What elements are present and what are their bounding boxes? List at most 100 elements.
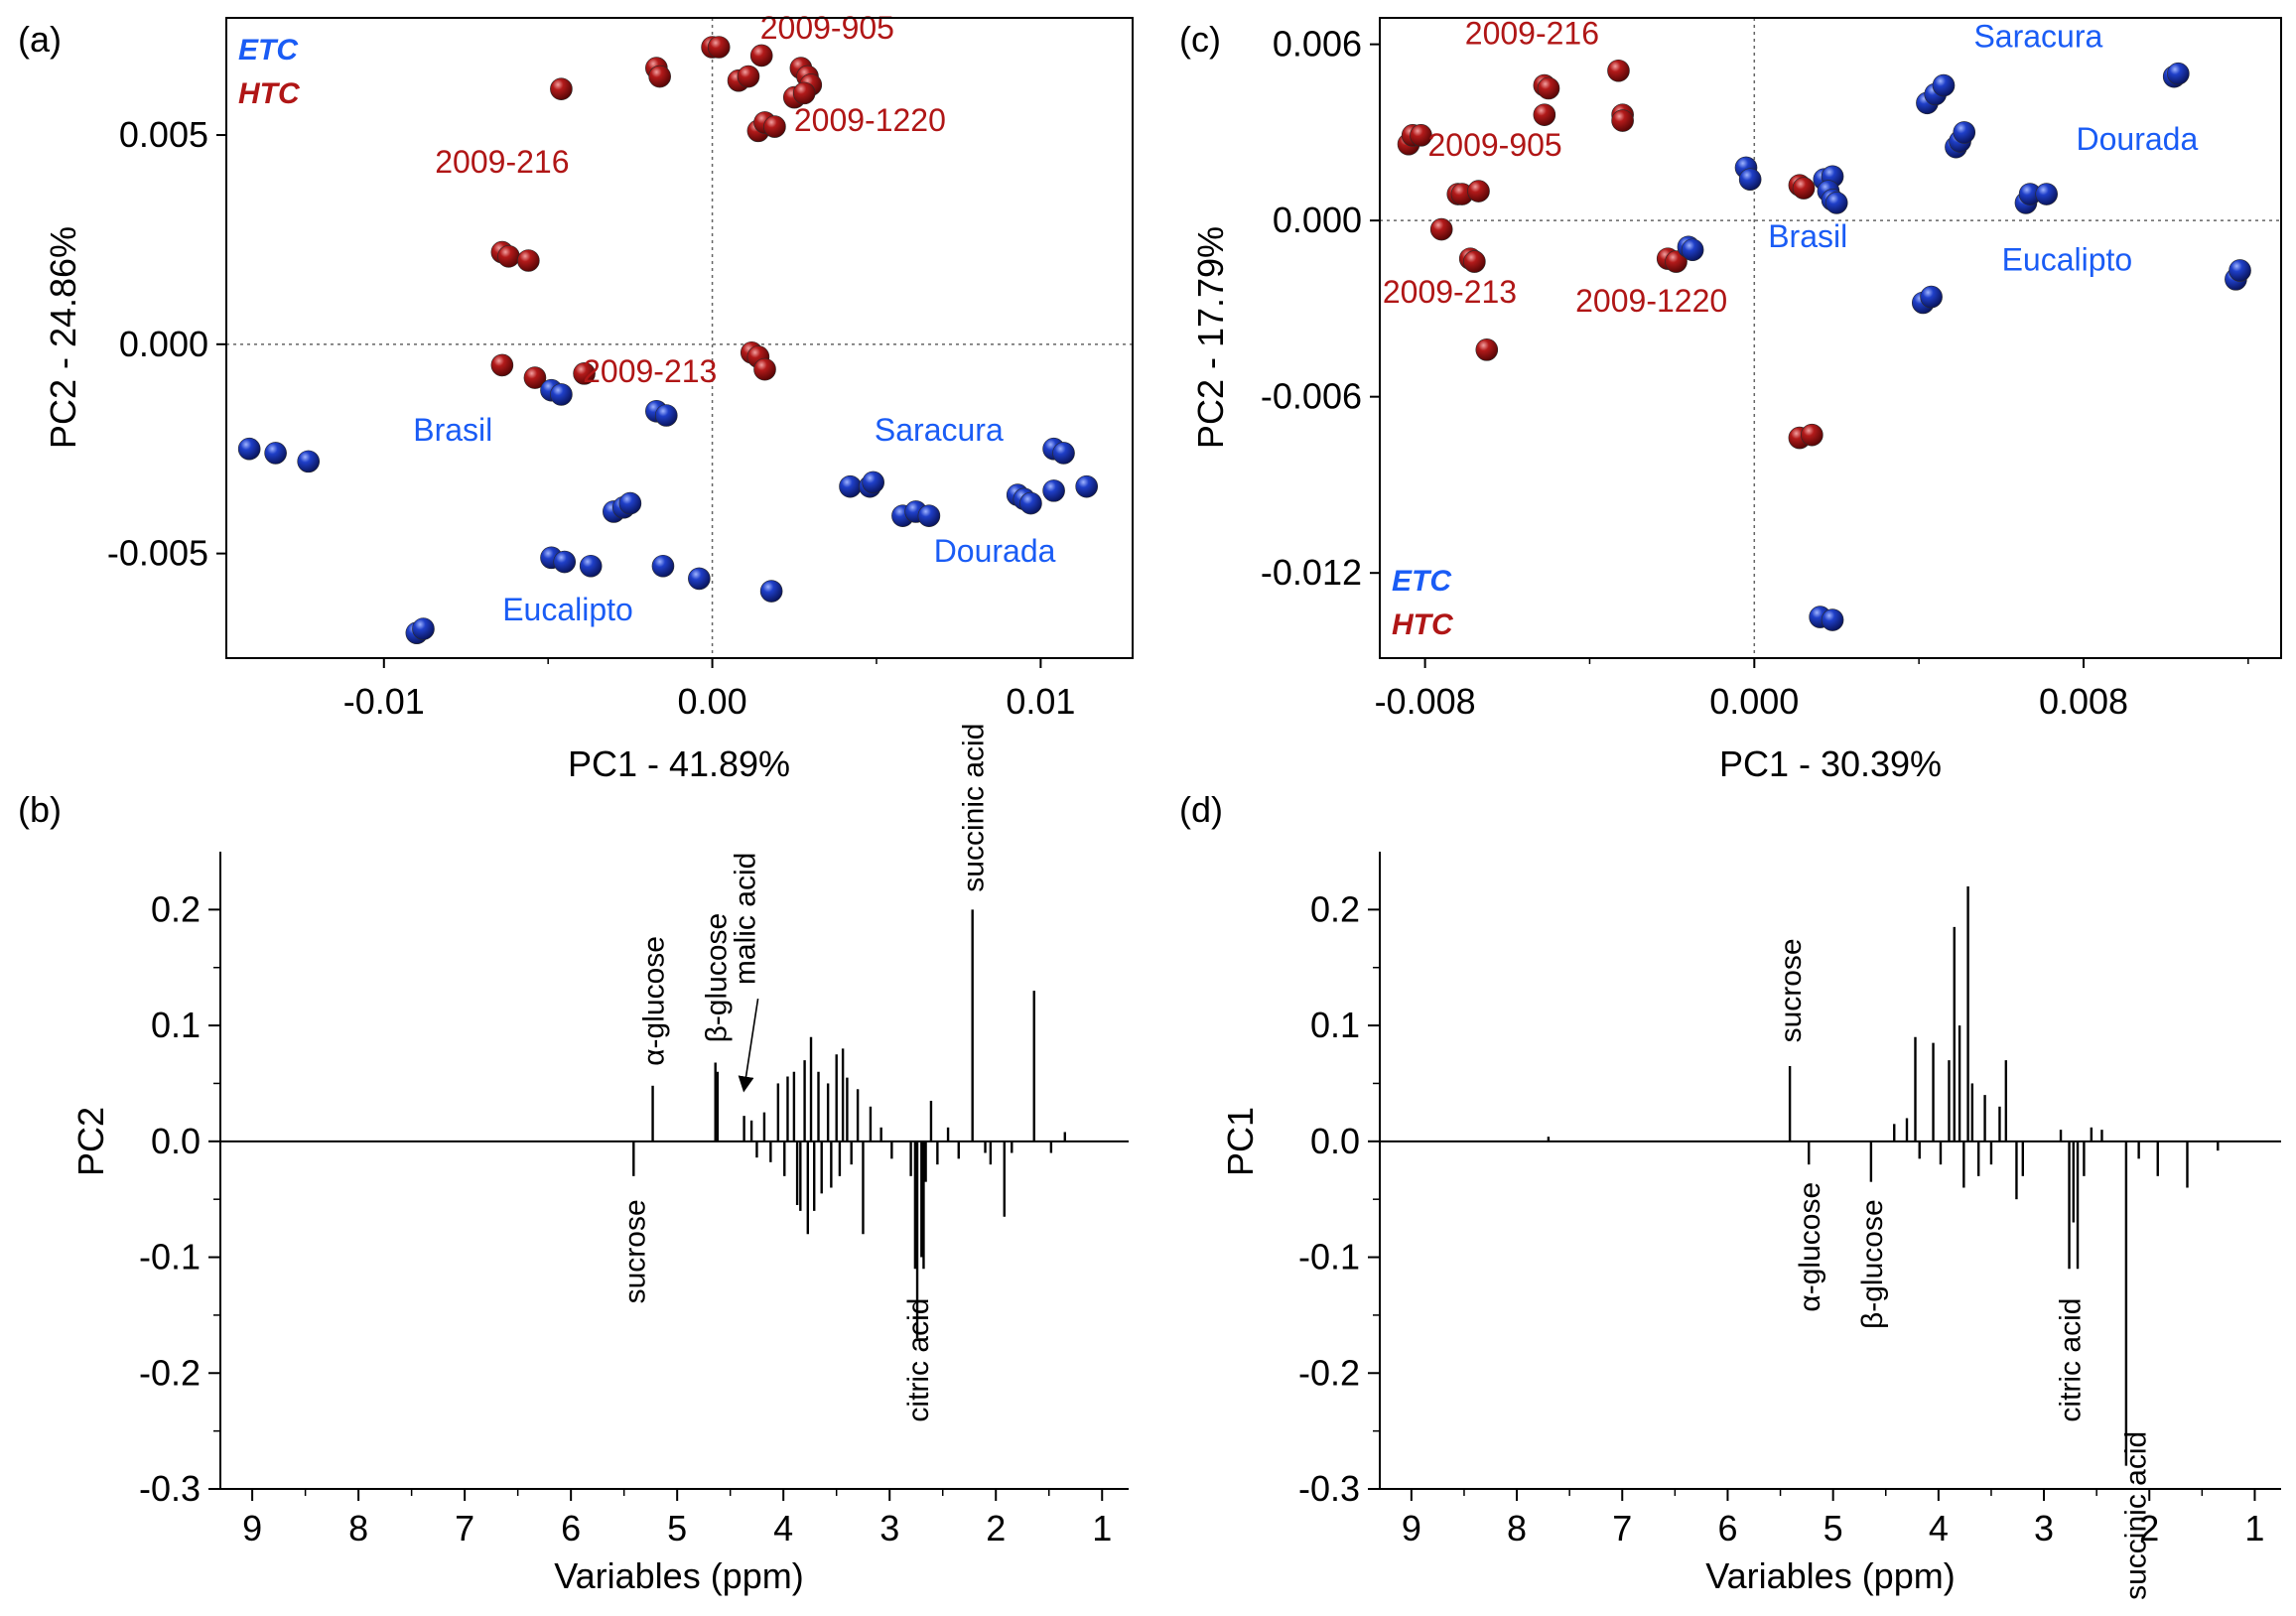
point-etc	[2167, 62, 2190, 85]
point-htc	[749, 44, 773, 67]
x-tick-label: 7	[1612, 1508, 1632, 1549]
y-axis-title-a: PC2 - 24.86%	[43, 226, 83, 449]
point-etc	[759, 580, 783, 603]
y-tick-label: 0.2	[151, 888, 201, 929]
series-etc	[1677, 62, 2251, 631]
series-htc	[1397, 59, 1823, 450]
x-tick-label: 8	[348, 1508, 368, 1549]
legend-htc: HTC	[1392, 608, 1454, 641]
point-etc	[553, 550, 577, 574]
x-tick-label: 8	[1507, 1508, 1527, 1549]
group-label: 2009-905	[760, 10, 894, 46]
point-etc	[1821, 608, 1844, 631]
y-axis-title-b: PC2	[70, 1107, 111, 1176]
point-htc	[1463, 250, 1486, 273]
x-tick-label: 5	[667, 1508, 687, 1549]
legend-etc: ETC	[238, 34, 299, 67]
x-tick-label: 9	[242, 1508, 262, 1549]
point-etc	[1824, 192, 1848, 214]
peak-label: succinic acid	[2119, 1431, 2152, 1600]
point-htc	[1467, 180, 1490, 202]
plot-frame-c	[1379, 17, 2282, 659]
panel-label-d: (d)	[1179, 789, 1223, 830]
group-label: Brasil	[1768, 218, 1847, 254]
legend-etc: ETC	[1392, 565, 1452, 598]
point-htc	[490, 353, 514, 377]
point-etc	[264, 442, 287, 465]
point-etc	[2035, 183, 2058, 205]
point-etc	[651, 554, 675, 578]
x-tick-label: 4	[1929, 1508, 1949, 1549]
point-htc	[497, 244, 520, 268]
y-tick-label: -0.3	[1298, 1468, 1360, 1509]
y-tick-label: -0.2	[139, 1352, 201, 1393]
x-tick-label: 1	[2244, 1508, 2264, 1549]
y-tick-label: 0.1	[1310, 1005, 1360, 1045]
y-tick-label: 0.2	[1310, 888, 1360, 929]
panel-d-loadings: (d) 9 8 7 6 5 4 3 2 1 0.2 0.1 0.0 -0.1 -0.2 -0.3 sucros…	[1179, 789, 2281, 1600]
peak-label: β-glucose	[1856, 1199, 1889, 1329]
y-tick-label: 0.000	[119, 324, 208, 364]
point-htc	[550, 77, 573, 100]
point-etc	[237, 437, 261, 461]
y-tick-label: -0.005	[107, 533, 208, 574]
x-tick-label: 1	[1092, 1508, 1112, 1549]
point-htc	[573, 362, 596, 385]
x-tick-label: 6	[561, 1508, 581, 1549]
group-label: 2009-213	[1383, 274, 1517, 310]
x-tick-label: 0.008	[2039, 681, 2128, 722]
y-tick-label: -0.1	[139, 1237, 201, 1278]
peak-label: sucrose	[618, 1199, 651, 1303]
x-tick-label: 3	[2034, 1508, 2054, 1549]
series-htc	[490, 36, 823, 389]
panel-label-c: (c)	[1179, 19, 1221, 60]
y-tick-label: 0.1	[151, 1005, 201, 1045]
group-label: Brasil	[413, 412, 492, 448]
point-htc	[523, 366, 547, 389]
point-etc	[297, 450, 320, 473]
spectrum-peaks	[632, 909, 1066, 1339]
point-etc	[1052, 442, 1075, 465]
point-htc	[1533, 103, 1556, 126]
x-tick-label: 4	[773, 1508, 793, 1549]
group-label: 2009-905	[1427, 127, 1561, 163]
panel-label-a: (a)	[18, 19, 62, 60]
x-tick-label: 0.000	[1709, 681, 1799, 722]
group-label: Dourada	[934, 533, 1056, 569]
x-tick-label: -0.008	[1375, 681, 1476, 722]
point-etc	[1920, 285, 1943, 309]
x-axis-title-a: PC1 - 41.89%	[568, 743, 790, 784]
peak-label: succinic acid	[958, 724, 991, 892]
point-htc	[1429, 217, 1453, 241]
point-etc	[1042, 479, 1065, 502]
panel-c-scatter: (c) -0.008 0.000 0.0080.0060.000-0.006-0.0…	[1179, 16, 2282, 784]
plot-area-d: 9 8 7 6 5 4 3 2 1 0.2 0.1 0.0 -0.1 -0.2 -0.3 sucrose α-g…	[1298, 852, 2281, 1600]
point-etc	[1681, 238, 1704, 262]
peak-label: citric acid	[2055, 1298, 2088, 1422]
point-etc	[917, 504, 941, 527]
x-tick-label: 2	[986, 1508, 1006, 1549]
point-htc	[792, 81, 816, 105]
legend-htc: HTC	[238, 77, 301, 110]
x-tick-label: 6	[1717, 1508, 1737, 1549]
point-etc	[1738, 168, 1762, 192]
point-etc	[1953, 121, 1976, 144]
group-label: Saracura	[875, 412, 1004, 448]
point-etc	[618, 491, 642, 515]
x-tick-label: 3	[879, 1508, 899, 1549]
y-axis-title-c: PC2 - 17.79%	[1190, 226, 1231, 449]
point-htc	[517, 249, 540, 272]
x-tick-label: -0.01	[343, 681, 425, 722]
group-label: 2009-213	[583, 353, 717, 389]
point-etc	[579, 554, 603, 578]
peak-label: α-glucose	[1794, 1182, 1826, 1312]
point-htc	[1537, 76, 1560, 100]
x-tick-label: 9	[1402, 1508, 1421, 1549]
y-tick-label: -0.2	[1298, 1352, 1360, 1393]
y-tick-label: 0.000	[1273, 200, 1362, 240]
group-label: 2009-216	[435, 144, 569, 180]
x-tick-label: 0.00	[678, 681, 747, 722]
point-etc	[839, 474, 862, 498]
x-axis-title-b: Variables (ppm)	[554, 1555, 803, 1596]
